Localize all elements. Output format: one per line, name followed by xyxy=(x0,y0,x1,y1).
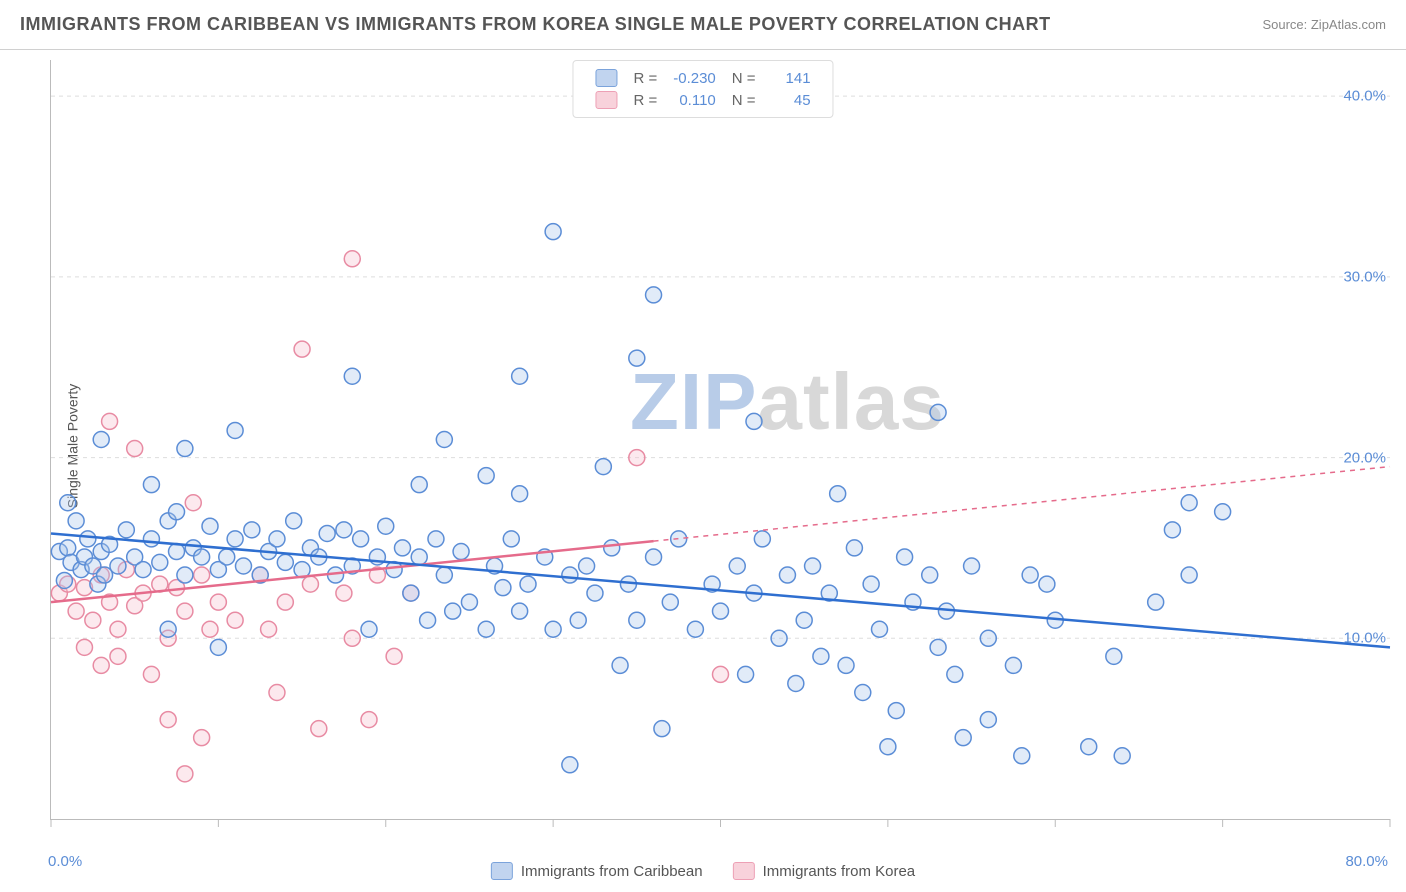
correlation-legend: R = -0.230 N = 141 R = 0.110 N = 45 xyxy=(572,60,833,118)
korea-label: Immigrants from Korea xyxy=(763,863,916,880)
korea-n-value: 45 xyxy=(764,89,819,111)
chart-canvas xyxy=(51,60,1390,819)
swatch-caribbean xyxy=(595,69,617,87)
n-label-2: N = xyxy=(724,89,764,111)
x-axis-max-label: 80.0% xyxy=(1345,853,1388,870)
caribbean-r-value: -0.230 xyxy=(665,67,724,89)
y-tick-label: 10.0% xyxy=(1343,630,1386,647)
swatch-korea xyxy=(595,91,617,109)
n-label: N = xyxy=(724,67,764,89)
caribbean-label: Immigrants from Caribbean xyxy=(521,863,703,880)
legend-row-korea: R = 0.110 N = 45 xyxy=(587,89,818,111)
x-axis-min-label: 0.0% xyxy=(48,853,82,870)
legend-row-caribbean: R = -0.230 N = 141 xyxy=(587,67,818,89)
chart-title: IMMIGRANTS FROM CARIBBEAN VS IMMIGRANTS … xyxy=(20,14,1051,35)
source-link[interactable]: Source: ZipAtlas.com xyxy=(1262,17,1386,32)
series-legend: Immigrants from Caribbean Immigrants fro… xyxy=(491,862,915,880)
y-tick-label: 40.0% xyxy=(1343,88,1386,105)
legend-item-korea: Immigrants from Korea xyxy=(733,862,916,880)
y-tick-label: 20.0% xyxy=(1343,449,1386,466)
korea-r-value: 0.110 xyxy=(665,89,724,111)
swatch-caribbean-2 xyxy=(491,862,513,880)
y-tick-label: 30.0% xyxy=(1343,268,1386,285)
r-label: R = xyxy=(625,67,665,89)
legend-item-caribbean: Immigrants from Caribbean xyxy=(491,862,703,880)
swatch-korea-2 xyxy=(733,862,755,880)
caribbean-n-value: 141 xyxy=(764,67,819,89)
plot-area: ZIPatlas xyxy=(50,60,1390,820)
r-label-2: R = xyxy=(625,89,665,111)
